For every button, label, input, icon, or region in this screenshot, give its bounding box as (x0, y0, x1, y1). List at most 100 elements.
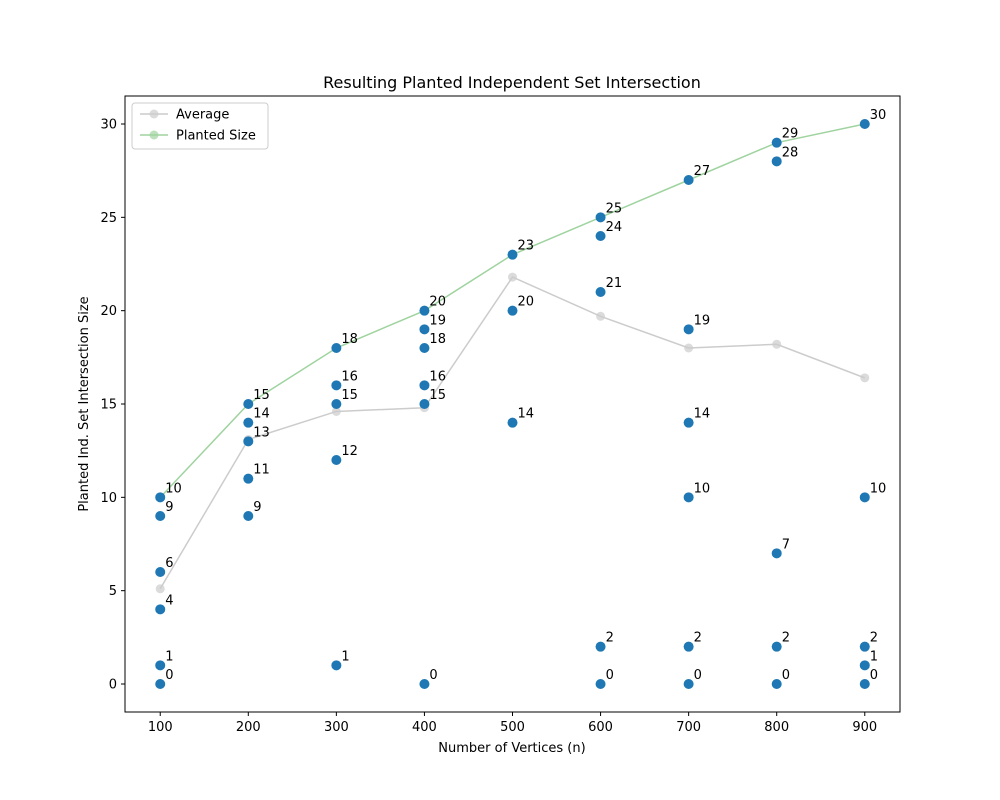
data-point (331, 660, 342, 671)
data-point (771, 156, 782, 167)
point-label: 9 (165, 500, 173, 515)
data-point (155, 660, 166, 671)
point-label: 18 (341, 332, 358, 347)
point-label: 1 (870, 649, 878, 664)
data-point (331, 343, 342, 353)
data-point (419, 399, 430, 409)
average-marker (684, 343, 694, 353)
point-label: 0 (606, 668, 614, 683)
data-points (155, 119, 870, 689)
x-tick-label: 900 (852, 720, 877, 735)
data-point (859, 492, 870, 503)
point-label: 16 (341, 369, 358, 384)
point-label: 14 (694, 407, 711, 422)
y-tick-label: 25 (100, 211, 117, 226)
point-label: 0 (694, 668, 702, 683)
x-tick-label: 400 (412, 720, 437, 735)
data-point (507, 249, 518, 260)
data-point (683, 175, 694, 185)
point-label: 21 (606, 276, 623, 291)
y-tick-label: 15 (100, 398, 117, 413)
legend-average-marker (149, 109, 159, 119)
point-label: 12 (341, 444, 358, 459)
data-point (595, 231, 606, 241)
x-tick-label: 300 (324, 720, 349, 735)
data-point (595, 212, 606, 223)
point-label: 1 (341, 649, 349, 664)
data-point (683, 324, 694, 335)
point-label: 29 (782, 127, 799, 142)
point-label: 2 (870, 631, 878, 646)
point-label: 15 (429, 388, 446, 403)
legend-average-label: Average (176, 108, 229, 123)
x-tick-label: 500 (500, 720, 525, 735)
x-tick-label: 800 (764, 720, 789, 735)
point-label: 0 (165, 668, 173, 683)
data-point (243, 473, 254, 484)
point-label: 27 (694, 164, 711, 179)
point-label: 15 (341, 388, 358, 403)
point-label: 1 (165, 649, 173, 664)
data-point (595, 641, 606, 652)
legend: Average Planted Size (131, 102, 269, 150)
point-label: 30 (870, 108, 887, 123)
y-tick-label: 0 (109, 678, 117, 693)
data-point (683, 641, 694, 652)
average-marker (508, 272, 517, 282)
data-point (683, 492, 694, 503)
average-marker (155, 584, 165, 594)
data-point (243, 511, 254, 521)
data-point (771, 679, 782, 689)
point-label: 7 (782, 537, 790, 552)
point-label: 13 (253, 425, 270, 440)
point-label: 20 (518, 295, 535, 310)
point-label: 2 (782, 631, 790, 646)
data-point (771, 641, 782, 652)
point-label: 10 (870, 481, 887, 496)
data-point (243, 417, 254, 428)
data-point (859, 641, 870, 652)
legend-planted-size-marker (149, 130, 159, 140)
point-label: 19 (429, 313, 446, 328)
y-axis-ticks: 0 5 10 15 20 25 30 (100, 118, 125, 693)
data-point (683, 417, 694, 428)
average-marker (331, 406, 341, 416)
data-point (419, 380, 430, 391)
data-point (419, 343, 430, 353)
point-label: 23 (518, 239, 535, 254)
data-point (507, 417, 518, 428)
data-point (683, 679, 694, 689)
data-point (419, 679, 430, 689)
data-point (243, 399, 254, 409)
data-point (419, 305, 430, 316)
point-label: 10 (165, 481, 182, 496)
data-point (771, 548, 782, 559)
data-point (507, 305, 518, 316)
average-marker (596, 311, 606, 321)
point-label: 20 (429, 295, 446, 310)
data-point (331, 455, 342, 465)
x-tick-label: 100 (148, 720, 173, 735)
point-label: 11 (253, 463, 270, 478)
y-axis-label: Planted Ind. Set Intersection Size (77, 296, 92, 511)
data-point (859, 119, 870, 129)
point-label: 0 (870, 668, 878, 683)
y-tick-label: 20 (100, 304, 117, 319)
x-axis-label: Number of Vertices (n) (438, 741, 585, 756)
point-label: 28 (782, 145, 799, 160)
point-label: 0 (782, 668, 790, 683)
point-label: 4 (165, 593, 173, 608)
point-label: 25 (606, 201, 623, 216)
y-tick-label: 5 (109, 584, 117, 599)
data-point (859, 660, 870, 671)
data-point (155, 604, 166, 615)
point-label: 24 (606, 220, 623, 235)
data-point (859, 679, 870, 689)
data-point (331, 399, 342, 409)
x-tick-label: 700 (676, 720, 701, 735)
data-point (595, 679, 606, 689)
point-label: 14 (253, 407, 270, 422)
point-label: 2 (606, 631, 614, 646)
point-label: 19 (694, 313, 711, 328)
